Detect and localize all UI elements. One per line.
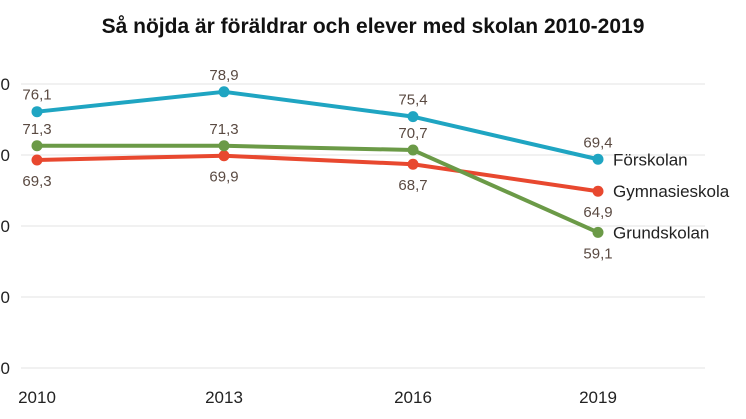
- data-label: 59,1: [583, 245, 612, 262]
- data-point: [407, 158, 419, 170]
- data-point: [31, 106, 43, 118]
- data-point: [218, 150, 230, 162]
- data-point: [592, 153, 604, 165]
- series-line: [36, 153, 599, 194]
- series-line: [37, 143, 599, 235]
- y-tick-label: 40: [0, 359, 10, 378]
- series-label: Förskolan: [613, 150, 688, 169]
- data-point: [407, 144, 419, 156]
- data-label: 75,4: [398, 92, 427, 109]
- data-point: [31, 140, 43, 152]
- data-label: 78,9: [209, 67, 238, 84]
- data-point: [592, 226, 604, 238]
- data-point: [31, 154, 43, 166]
- y-tick-label: 70: [0, 146, 10, 165]
- data-point: [407, 111, 419, 123]
- data-point: [592, 185, 604, 197]
- y-tick-label: 50: [0, 288, 10, 307]
- data-label: 69,3: [22, 173, 51, 190]
- data-point: [218, 86, 230, 98]
- x-tick-label: 2019: [579, 388, 617, 407]
- x-tick-label: 2013: [205, 388, 243, 407]
- data-label: 70,7: [398, 125, 427, 142]
- series-label: Grundskolan: [613, 223, 709, 242]
- data-label: 71,3: [22, 121, 51, 138]
- series-label: Gymnasieskola: [613, 182, 730, 201]
- x-tick-label: 2016: [394, 388, 432, 407]
- data-label: 69,9: [209, 169, 238, 186]
- x-tick-label: 2010: [18, 388, 56, 407]
- y-tick-label: 60: [0, 217, 10, 236]
- data-label: 64,9: [583, 204, 612, 221]
- data-point: [218, 140, 230, 152]
- y-tick-label: 80: [0, 75, 10, 94]
- chart-title: Så nöjda är föräldrar och elever med sko…: [102, 15, 645, 38]
- data-label: 76,1: [22, 87, 51, 104]
- series-line: [36, 89, 599, 162]
- data-label: 68,7: [398, 177, 427, 194]
- data-label: 71,3: [209, 121, 238, 138]
- data-label: 69,4: [583, 134, 612, 151]
